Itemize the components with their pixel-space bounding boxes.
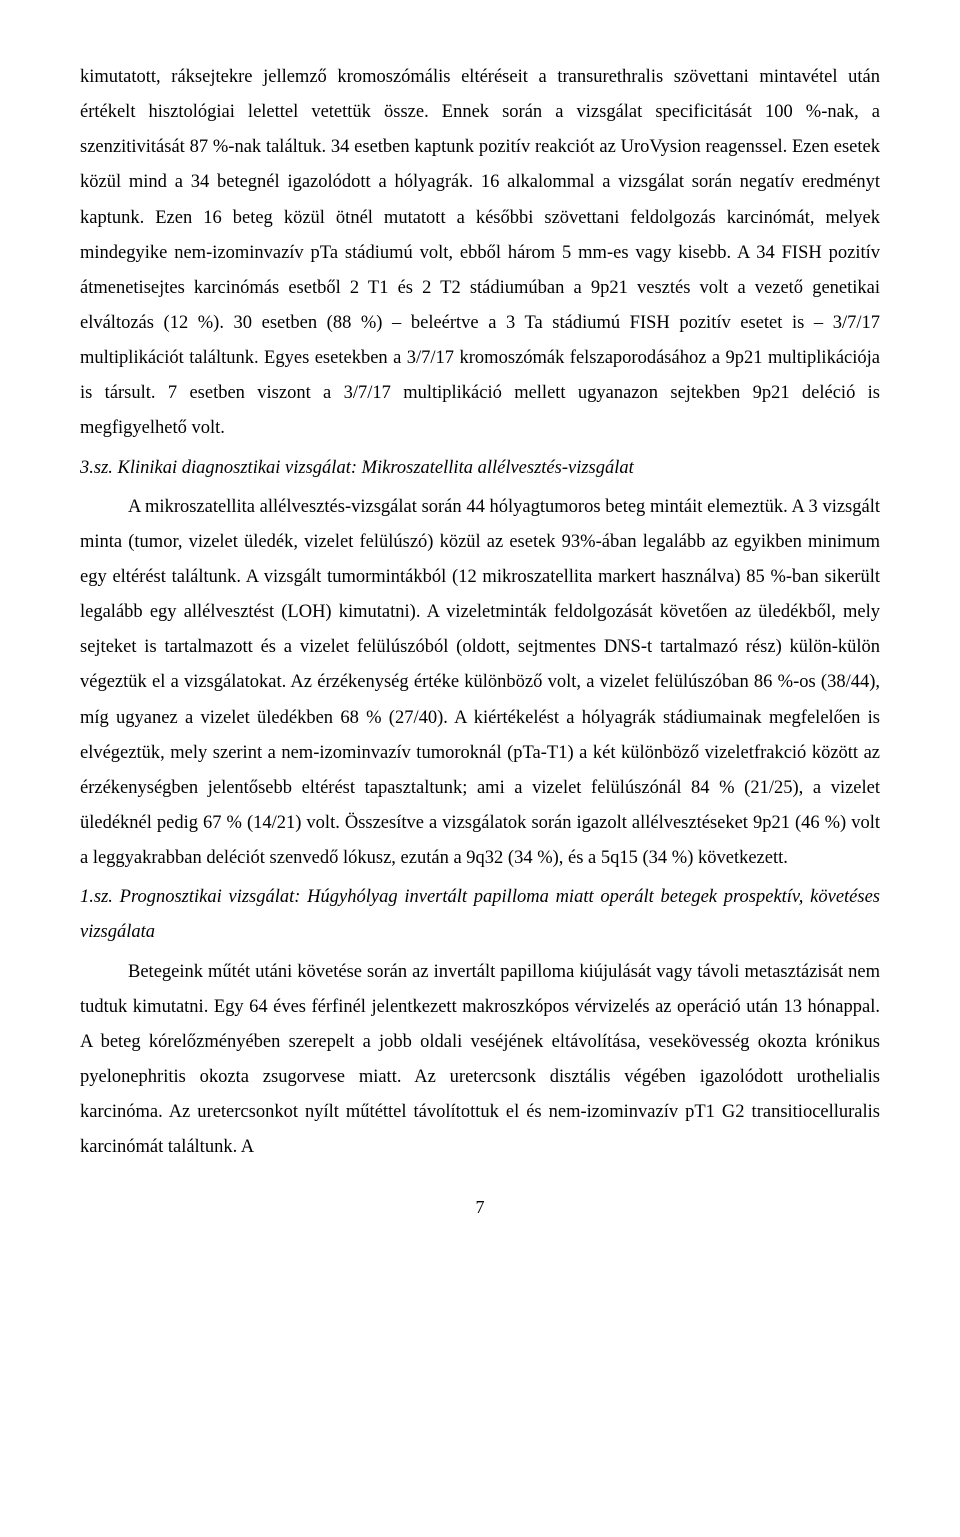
section-heading-1sz: 1.sz. Prognosztikai vizsgálat: Húgyhólya… (80, 880, 880, 950)
page-number: 7 (80, 1197, 880, 1218)
section-heading-3sz: 3.sz. Klinikai diagnosztikai vizsgálat: … (80, 451, 880, 486)
document-page: kimutatott, ráksejtekre jellemző kromosz… (0, 0, 960, 1258)
paragraph-3: A mikroszatellita allélvesztés-vizsgálat… (80, 490, 880, 877)
paragraph-1: kimutatott, ráksejtekre jellemző kromosz… (80, 60, 880, 447)
paragraph-5: Betegeink műtét utáni követése során az … (80, 955, 880, 1166)
